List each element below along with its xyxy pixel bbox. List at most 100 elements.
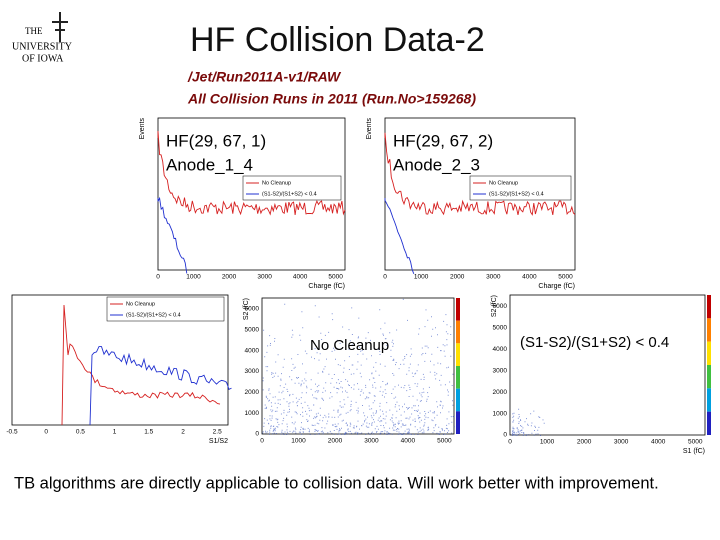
logo-icon bbox=[52, 12, 68, 42]
plot-panel: 0 1000 2000 3000 4000 5000 0 1000 2000 3000 4000 50… bbox=[243, 297, 460, 445]
logo: THE UNIVERSITY OF IOWA bbox=[12, 12, 72, 64]
y-tick-label: 3000 bbox=[493, 367, 508, 374]
color-scale bbox=[707, 341, 711, 365]
color-scale bbox=[456, 366, 460, 389]
x-tick-label: 2 bbox=[181, 429, 185, 436]
legend-label: No Cleanup bbox=[262, 180, 291, 186]
x-tick-label: 1.5 bbox=[144, 429, 153, 436]
color-scale bbox=[456, 298, 460, 321]
x-tick-label: 4000 bbox=[522, 274, 537, 281]
x-tick-label: 0 bbox=[508, 439, 512, 446]
x-tick-label: 2000 bbox=[450, 274, 465, 281]
x-axis-label: S1/S2 bbox=[209, 438, 228, 445]
y-tick-label: 0 bbox=[255, 431, 259, 438]
x-tick-label: 4000 bbox=[293, 274, 308, 281]
x-tick-label: 5000 bbox=[688, 439, 703, 446]
histogram-decoration bbox=[61, 304, 221, 426]
y-tick-label: 5000 bbox=[245, 326, 260, 333]
histogram-decoration bbox=[157, 130, 346, 216]
y-tick-label: 4000 bbox=[245, 347, 260, 354]
y-tick-label: 6000 bbox=[493, 303, 508, 310]
legend-box bbox=[106, 296, 225, 322]
legend-label: (S1-S2)/(S1+S2) < 0.4 bbox=[126, 312, 181, 318]
panel-label: Anode_1_4 bbox=[166, 155, 253, 174]
y-tick-label: 2000 bbox=[245, 389, 260, 396]
legend-label: No Cleanup bbox=[489, 180, 518, 186]
x-tick-label: 0 bbox=[44, 429, 48, 436]
plot-frame bbox=[509, 294, 706, 436]
x-tick-label: 1000 bbox=[414, 274, 429, 281]
histogram-decoration bbox=[157, 196, 188, 274]
logo-line: THE bbox=[25, 26, 43, 36]
logo-line: OF IOWA bbox=[22, 53, 64, 64]
subtitle: All Collision Runs in 2011 (Run.No>15926… bbox=[187, 91, 476, 107]
color-scale bbox=[456, 320, 460, 344]
panel-label: No Cleanup bbox=[310, 337, 389, 354]
x-tick-label: 0 bbox=[383, 274, 387, 281]
footer: TB algorithms are directly applicable to… bbox=[14, 474, 659, 492]
x-tick-label: 4000 bbox=[401, 438, 416, 445]
x-tick-label: 3000 bbox=[257, 274, 272, 281]
x-axis-label: Charge (fC) bbox=[308, 283, 345, 290]
plot-panel: 0 1000 2000 3000 4000 5000 Charge (fC) Events No… bbox=[366, 118, 576, 290]
x-tick-label: 5000 bbox=[328, 274, 343, 281]
color-scale bbox=[707, 411, 711, 435]
panel-label: HF(29, 67, 1) bbox=[166, 131, 266, 150]
legend-box bbox=[469, 175, 572, 201]
histogram-decoration bbox=[384, 132, 576, 216]
y-tick-label: 3000 bbox=[245, 368, 260, 375]
x-tick-label: 4000 bbox=[651, 439, 666, 446]
panel-label: Anode_2_3 bbox=[393, 155, 480, 174]
panel-label: (S1-S2)/(S1+S2) < 0.4 bbox=[520, 334, 669, 351]
logo-line: UNIVERSITY bbox=[12, 41, 72, 52]
color-scale bbox=[707, 365, 711, 389]
legend-label: (S1-S2)/(S1+S2) < 0.4 bbox=[262, 191, 317, 197]
y-tick-label: 2000 bbox=[493, 389, 508, 396]
plot-panel: 0 1000 2000 3000 4000 5000 Charge (fC) Events No… bbox=[139, 118, 346, 290]
y-axis-label: S2 (fC) bbox=[491, 295, 498, 317]
x-tick-label: 3000 bbox=[364, 438, 379, 445]
y-tick-label: 1000 bbox=[245, 410, 260, 417]
x-tick-label: -0.5 bbox=[6, 429, 18, 436]
plot-panel: 0 1000 2000 3000 4000 5000 0 1000 2000 3000 4000 50… bbox=[491, 294, 711, 455]
x-tick-label: 3000 bbox=[614, 439, 629, 446]
x-tick-label: 2000 bbox=[328, 438, 343, 445]
x-tick-label: 1 bbox=[113, 429, 117, 436]
y-tick-label: 5000 bbox=[493, 324, 508, 331]
color-scale bbox=[707, 295, 711, 319]
x-tick-label: 2.5 bbox=[213, 429, 222, 436]
color-scale bbox=[456, 411, 460, 434]
legend-label: (S1-S2)/(S1+S2) < 0.4 bbox=[489, 191, 544, 197]
histogram-decoration bbox=[384, 198, 415, 274]
y-tick-label: 4000 bbox=[493, 346, 508, 353]
color-scale bbox=[456, 388, 460, 412]
subtitle: /Jet/Run2011A-v1/RAW bbox=[187, 69, 342, 85]
scatter-decoration bbox=[262, 298, 455, 435]
x-tick-label: 1000 bbox=[540, 439, 555, 446]
y-tick-label: 1000 bbox=[493, 410, 508, 417]
x-tick-label: 0 bbox=[156, 274, 160, 281]
y-tick-label: 0 bbox=[503, 432, 507, 439]
color-scale bbox=[707, 318, 711, 342]
y-axis-label: S2 (fC) bbox=[243, 298, 250, 320]
histogram-decoration bbox=[89, 346, 232, 426]
x-tick-label: 1000 bbox=[186, 274, 201, 281]
x-tick-label: 3000 bbox=[486, 274, 501, 281]
x-tick-label: 5000 bbox=[437, 438, 452, 445]
x-axis-label: Charge (fC) bbox=[538, 283, 575, 290]
y-axis-label: Events bbox=[139, 118, 146, 140]
x-tick-label: 0.5 bbox=[76, 429, 85, 436]
legend-label: No Cleanup bbox=[126, 301, 155, 307]
y-axis-label: Events bbox=[366, 118, 373, 140]
x-tick-label: 2000 bbox=[577, 439, 592, 446]
x-tick-label: 1000 bbox=[291, 438, 306, 445]
title: HF Collision Data-2 bbox=[190, 21, 485, 59]
color-scale bbox=[456, 343, 460, 366]
panel-label: HF(29, 67, 2) bbox=[393, 131, 493, 150]
x-tick-label: 0 bbox=[260, 438, 264, 445]
x-tick-label: 5000 bbox=[558, 274, 573, 281]
x-axis-label: S1 (fC) bbox=[683, 448, 705, 455]
